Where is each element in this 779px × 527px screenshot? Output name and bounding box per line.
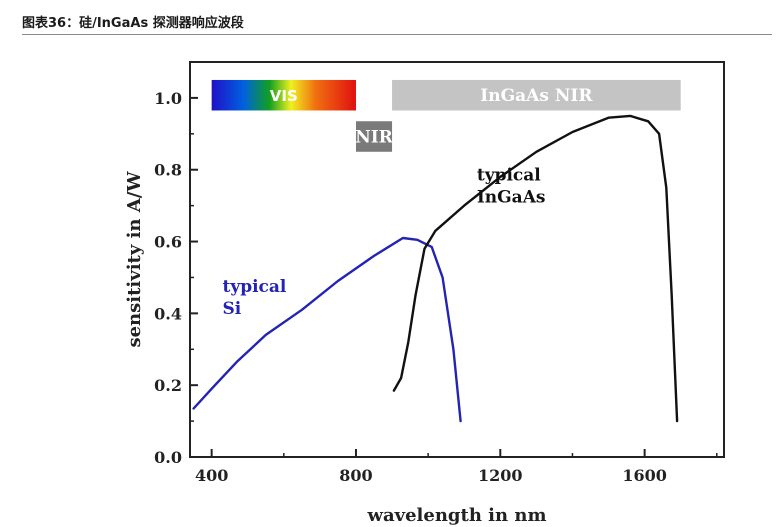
caption-divider — [22, 34, 772, 35]
y-tick-label-0.4: 0.4 — [154, 304, 182, 323]
x-axis-title: wavelength in nm — [366, 505, 546, 526]
caption-title: 硅/InGaAs 探测器响应波段 — [79, 16, 244, 31]
bands-layer: VIS InGaAs NIR NIR — [211, 79, 681, 152]
band-nir — [355, 121, 393, 152]
series-label-typical-si-line1: typical — [222, 277, 286, 297]
y-axis-title: sensitivity in A/W — [124, 171, 145, 348]
series-line-typical-si — [192, 236, 462, 423]
plot-frame — [189, 61, 725, 458]
band-label-nir: NIR — [355, 128, 393, 148]
y-tick-label-0.8: 0.8 — [154, 161, 182, 180]
series-label-typical-si-line2: Si — [222, 299, 241, 319]
band-ingaas-nir — [392, 79, 681, 111]
y-tick-label-0.0: 0.0 — [154, 448, 182, 467]
caption-figure-no: 图表36： — [22, 16, 80, 31]
figure-caption: 图表36：硅/InGaAs 探测器响应波段 — [22, 12, 244, 31]
x-tick-label-800: 800 — [339, 466, 372, 485]
ticks-layer: 400 800 1200 1600 0.0 0.2 0.4 0.6 0.8 1.0 — [154, 61, 718, 485]
series-line-typical-ingaas — [392, 114, 679, 423]
x-tick-label-1200: 1200 — [478, 466, 523, 485]
y-tick-label-1.0: 1.0 — [154, 89, 182, 108]
band-vis — [211, 79, 356, 111]
x-tick-label-1600: 1600 — [622, 466, 667, 485]
series-label-typical-ingaas-line1: typical — [477, 166, 541, 186]
y-tick-label-0.2: 0.2 — [154, 376, 182, 395]
series-label-typical-ingaas-line2: InGaAs — [477, 188, 546, 208]
y-tick-label-0.6: 0.6 — [154, 233, 182, 252]
band-label-ingaas-nir: InGaAs NIR — [480, 86, 593, 106]
x-tick-label-400: 400 — [195, 466, 228, 485]
band-label-vis: VIS — [270, 87, 298, 105]
series-layer — [192, 114, 679, 423]
